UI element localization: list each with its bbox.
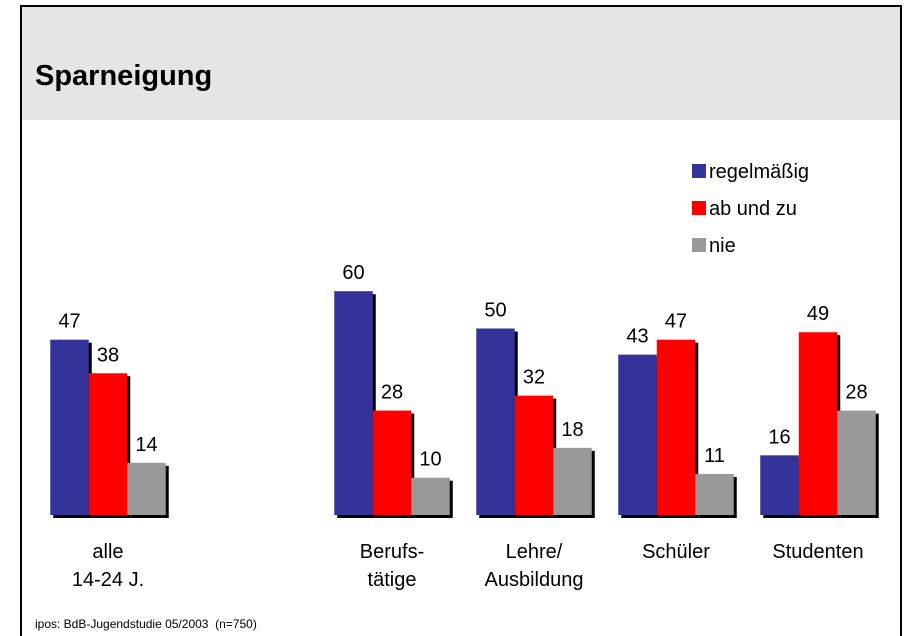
legend-swatch: [692, 164, 706, 178]
legend-label: ab und zu: [709, 198, 797, 220]
data-label: 11: [704, 445, 725, 467]
source-note: ipos: BdB-Jugendstudie 05/2003 (n=750): [35, 617, 257, 631]
data-label: 43: [626, 326, 648, 348]
data-label: 47: [58, 311, 80, 333]
data-label: 47: [665, 311, 687, 333]
x-tick-label: Lehre/ Ausbildung: [484, 541, 584, 591]
bar: [127, 462, 166, 515]
bar: [88, 373, 128, 515]
bar: [656, 339, 696, 515]
data-label: 16: [768, 426, 790, 448]
data-label: 14: [135, 434, 157, 456]
chart-title: Sparneigung: [35, 60, 212, 92]
bar: [411, 477, 450, 515]
legend-label: regelmäßig: [709, 161, 809, 183]
data-label: 49: [807, 303, 829, 325]
bar: [618, 354, 657, 515]
data-label: 38: [97, 344, 119, 366]
x-tick-label: Schüler: [642, 541, 710, 563]
bar: [334, 291, 373, 515]
bar: [760, 455, 799, 515]
legend-swatch: [692, 238, 706, 252]
x-tick-label: alle 14-24 J.: [71, 541, 145, 591]
bar: [798, 332, 838, 515]
bar: [514, 395, 554, 515]
bar: [50, 339, 89, 515]
bar: [476, 328, 515, 515]
data-label: 60: [342, 262, 364, 284]
bar: [695, 473, 734, 515]
data-label: 32: [523, 367, 545, 389]
data-label: 28: [381, 382, 403, 404]
bar: [372, 410, 412, 515]
data-label: 18: [561, 419, 583, 441]
bar: [837, 410, 876, 515]
legend-swatch: [692, 201, 706, 215]
header-band: [22, 7, 900, 120]
data-label: 50: [484, 300, 506, 322]
x-tick-label: Studenten: [772, 541, 864, 563]
legend-label: nie: [709, 235, 736, 257]
x-tick-label: Berufs- tätige: [359, 541, 425, 591]
data-label: 10: [419, 449, 441, 471]
data-label: 28: [845, 382, 867, 404]
bar: [553, 447, 592, 515]
